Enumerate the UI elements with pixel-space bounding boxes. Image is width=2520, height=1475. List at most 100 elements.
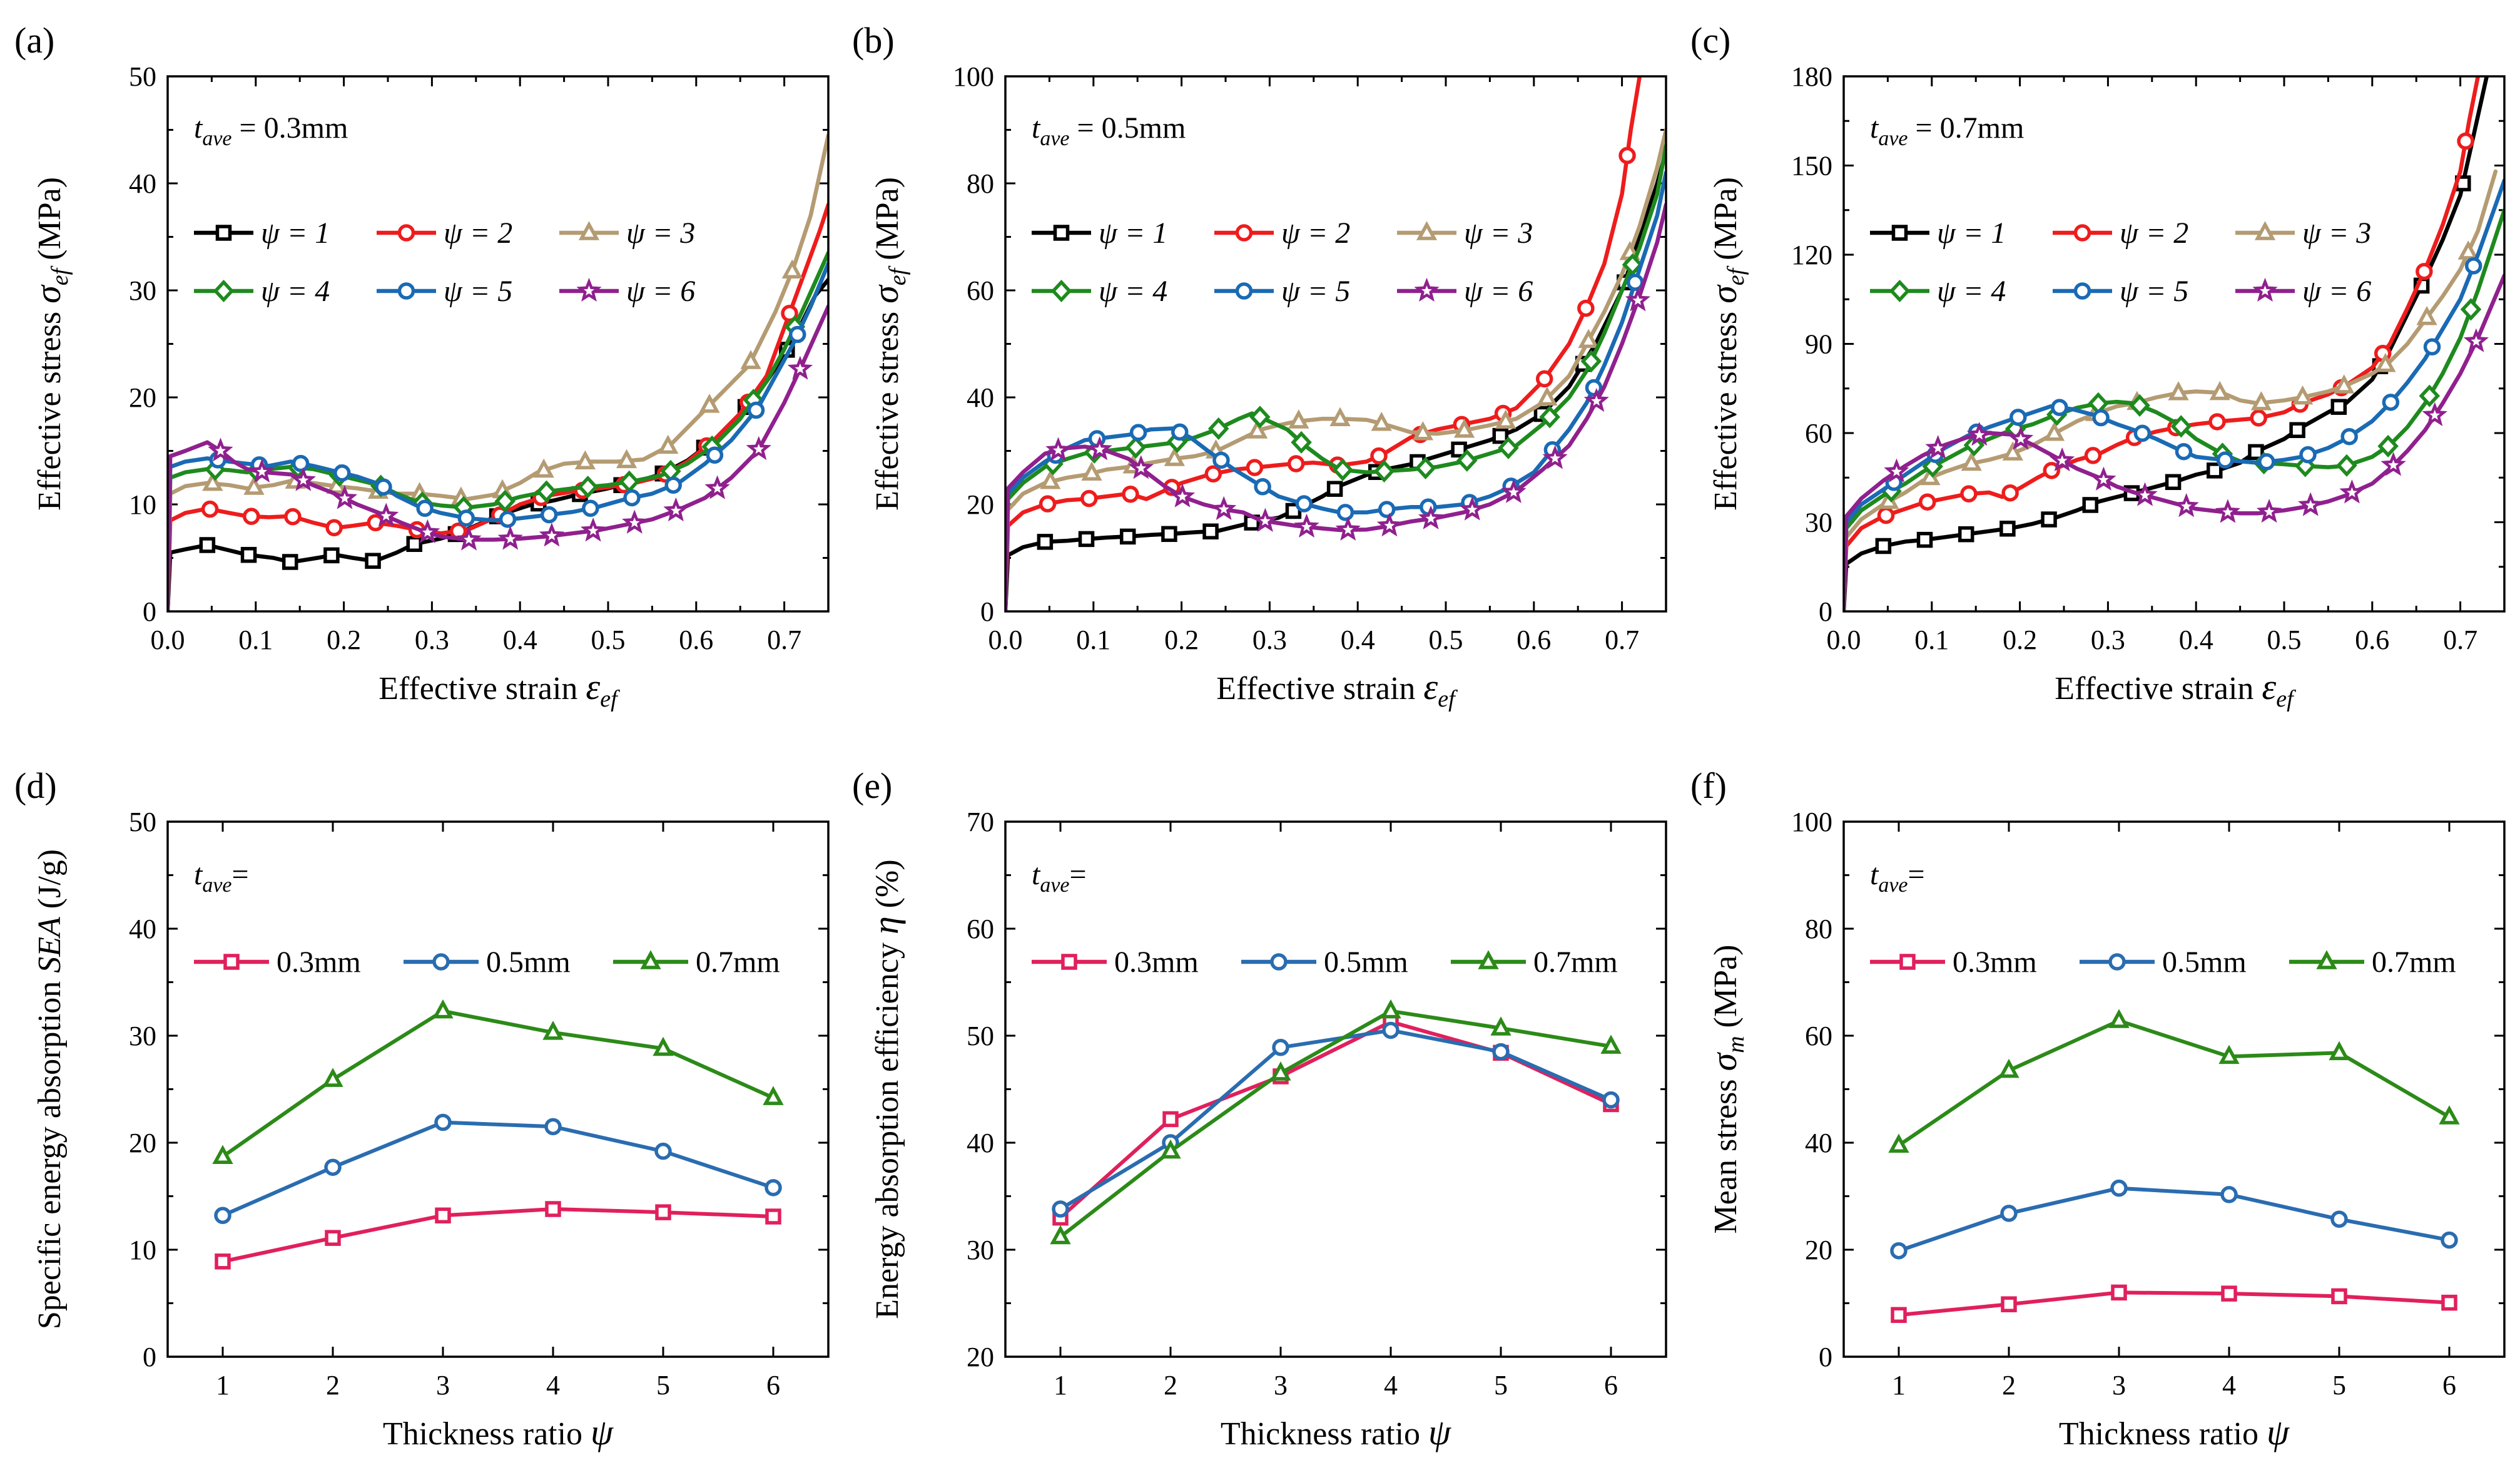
legend-item: ψ = 2 — [1214, 217, 1350, 250]
legend-item: ψ = 5 — [1214, 275, 1350, 308]
legend-label: ψ = 1 — [1937, 217, 2006, 250]
legend-marker — [1235, 224, 1253, 242]
annotation: tave= — [194, 858, 249, 897]
data-point — [1382, 1021, 1400, 1039]
legend-label: 0.3mm — [1953, 946, 2037, 979]
data-point — [243, 476, 265, 495]
legend-item: ψ = 3 — [2235, 217, 2371, 250]
data-point — [2377, 434, 2399, 457]
data-point — [699, 394, 720, 413]
x-tick-label: 1 — [1054, 1370, 1067, 1401]
data-point — [499, 511, 517, 528]
data-point — [2256, 499, 2282, 523]
legend-item: 0.3mm — [1032, 946, 1199, 979]
x-tick-label: 0.6 — [2355, 625, 2389, 655]
y-tick-label: 0 — [1819, 1342, 1832, 1372]
data-point — [2339, 479, 2365, 504]
data-point — [240, 546, 257, 563]
y-tick-label: 10 — [129, 1235, 156, 1265]
x-tick-label: 0.6 — [679, 625, 713, 655]
legend-item: ψ = 4 — [1032, 275, 1167, 308]
data-point — [781, 305, 798, 322]
y-axis-label: Energy absorption efficiency η (%) — [865, 859, 906, 1319]
x-label-subscript: ef — [1438, 686, 1458, 712]
legend-label: ψ = 4 — [261, 275, 330, 308]
series-a-6 — [168, 304, 828, 611]
data-point — [1578, 329, 1599, 349]
x-tick-label: 0.6 — [1517, 625, 1551, 655]
y-label-subscript: ef — [47, 265, 73, 285]
data-point — [199, 537, 216, 553]
y-tick-label: 30 — [967, 1235, 994, 1265]
data-point — [2082, 497, 2098, 513]
series-markers-c-5 — [1885, 257, 2482, 491]
x-tick-label: 0.5 — [2267, 625, 2302, 655]
y-label-text: Effective stress — [32, 304, 68, 511]
series-a-2 — [168, 202, 828, 611]
legend-marker — [2073, 224, 2091, 242]
y-tick-label: 180 — [1791, 61, 1832, 92]
data-point — [1287, 455, 1305, 472]
series-d-2 — [221, 1120, 775, 1218]
data-point — [1295, 495, 1313, 513]
x-tick-label: 0.0 — [151, 625, 185, 655]
data-point — [2050, 447, 2075, 472]
data-point — [1418, 505, 1444, 529]
data-point — [1583, 387, 1609, 412]
data-point — [1119, 528, 1136, 545]
data-point — [2216, 451, 2234, 469]
data-point — [2001, 484, 2019, 502]
legend-marker — [2108, 953, 2126, 971]
legend-item: 0.5mm — [2080, 946, 2247, 979]
data-point — [2330, 1210, 2348, 1228]
annotation-symbol: t — [1032, 858, 1041, 891]
data-point — [325, 1230, 341, 1246]
x-label-text: Thickness ratio — [2059, 1416, 2267, 1452]
legend-marker — [578, 221, 600, 240]
chart-panel-d: (d) 1 2 3 4 5 6 0 10 20 30 40 50 tave= 0.3mm 0.5mm 0.7mm… — [14, 765, 830, 1452]
data-point — [1537, 386, 1558, 406]
data-point — [1272, 1039, 1289, 1056]
data-point — [533, 458, 554, 478]
data-point — [1125, 436, 1147, 459]
y-label-subscript: ef — [1723, 265, 1749, 285]
legend-label: 0.7mm — [696, 946, 780, 979]
data-point — [781, 259, 803, 278]
series-markers-f-1 — [1891, 1284, 2457, 1324]
y-label-unit: (MPa) — [1708, 945, 1744, 1036]
data-point — [2334, 374, 2355, 394]
data-point — [249, 458, 275, 483]
data-point — [1625, 287, 1651, 312]
annotation-subscript: ave — [202, 874, 231, 897]
series-line — [1897, 1019, 2451, 1148]
data-point — [1577, 299, 1595, 317]
y-tick-label: 90 — [1805, 329, 1832, 360]
data-point — [1376, 513, 1403, 537]
series-markers-e-2 — [1052, 1021, 1620, 1218]
x-tick-label: 0.3 — [415, 625, 449, 655]
plot-frame — [166, 820, 830, 1358]
data-point — [2439, 1105, 2460, 1125]
y-tick-label: 80 — [1805, 914, 1832, 944]
data-point — [2416, 305, 2437, 325]
series-c-4 — [1844, 208, 2504, 611]
x-tick-label: 0.2 — [2003, 625, 2037, 655]
legend-marker — [1899, 954, 1916, 970]
data-point — [322, 1068, 343, 1087]
x-axis-label: Effective strain εef — [1216, 666, 1458, 712]
legend-marker — [1416, 221, 1438, 240]
annotation: tave = 0.7mm — [1870, 111, 2024, 150]
panel-letter: (e) — [852, 765, 892, 806]
series-line — [1059, 1028, 1613, 1211]
data-point — [214, 1207, 231, 1225]
data-point — [2173, 493, 2199, 518]
x-tick-label: 0.7 — [1605, 625, 1639, 655]
x-tick-label: 4 — [1384, 1370, 1398, 1401]
legend-item: 0.3mm — [1870, 946, 2037, 979]
series-line — [1844, 208, 2504, 611]
series-f-2 — [1897, 1186, 2451, 1253]
data-point — [2248, 444, 2264, 461]
data-point — [2209, 380, 2230, 401]
x-tick-label: 3 — [2112, 1370, 2126, 1401]
